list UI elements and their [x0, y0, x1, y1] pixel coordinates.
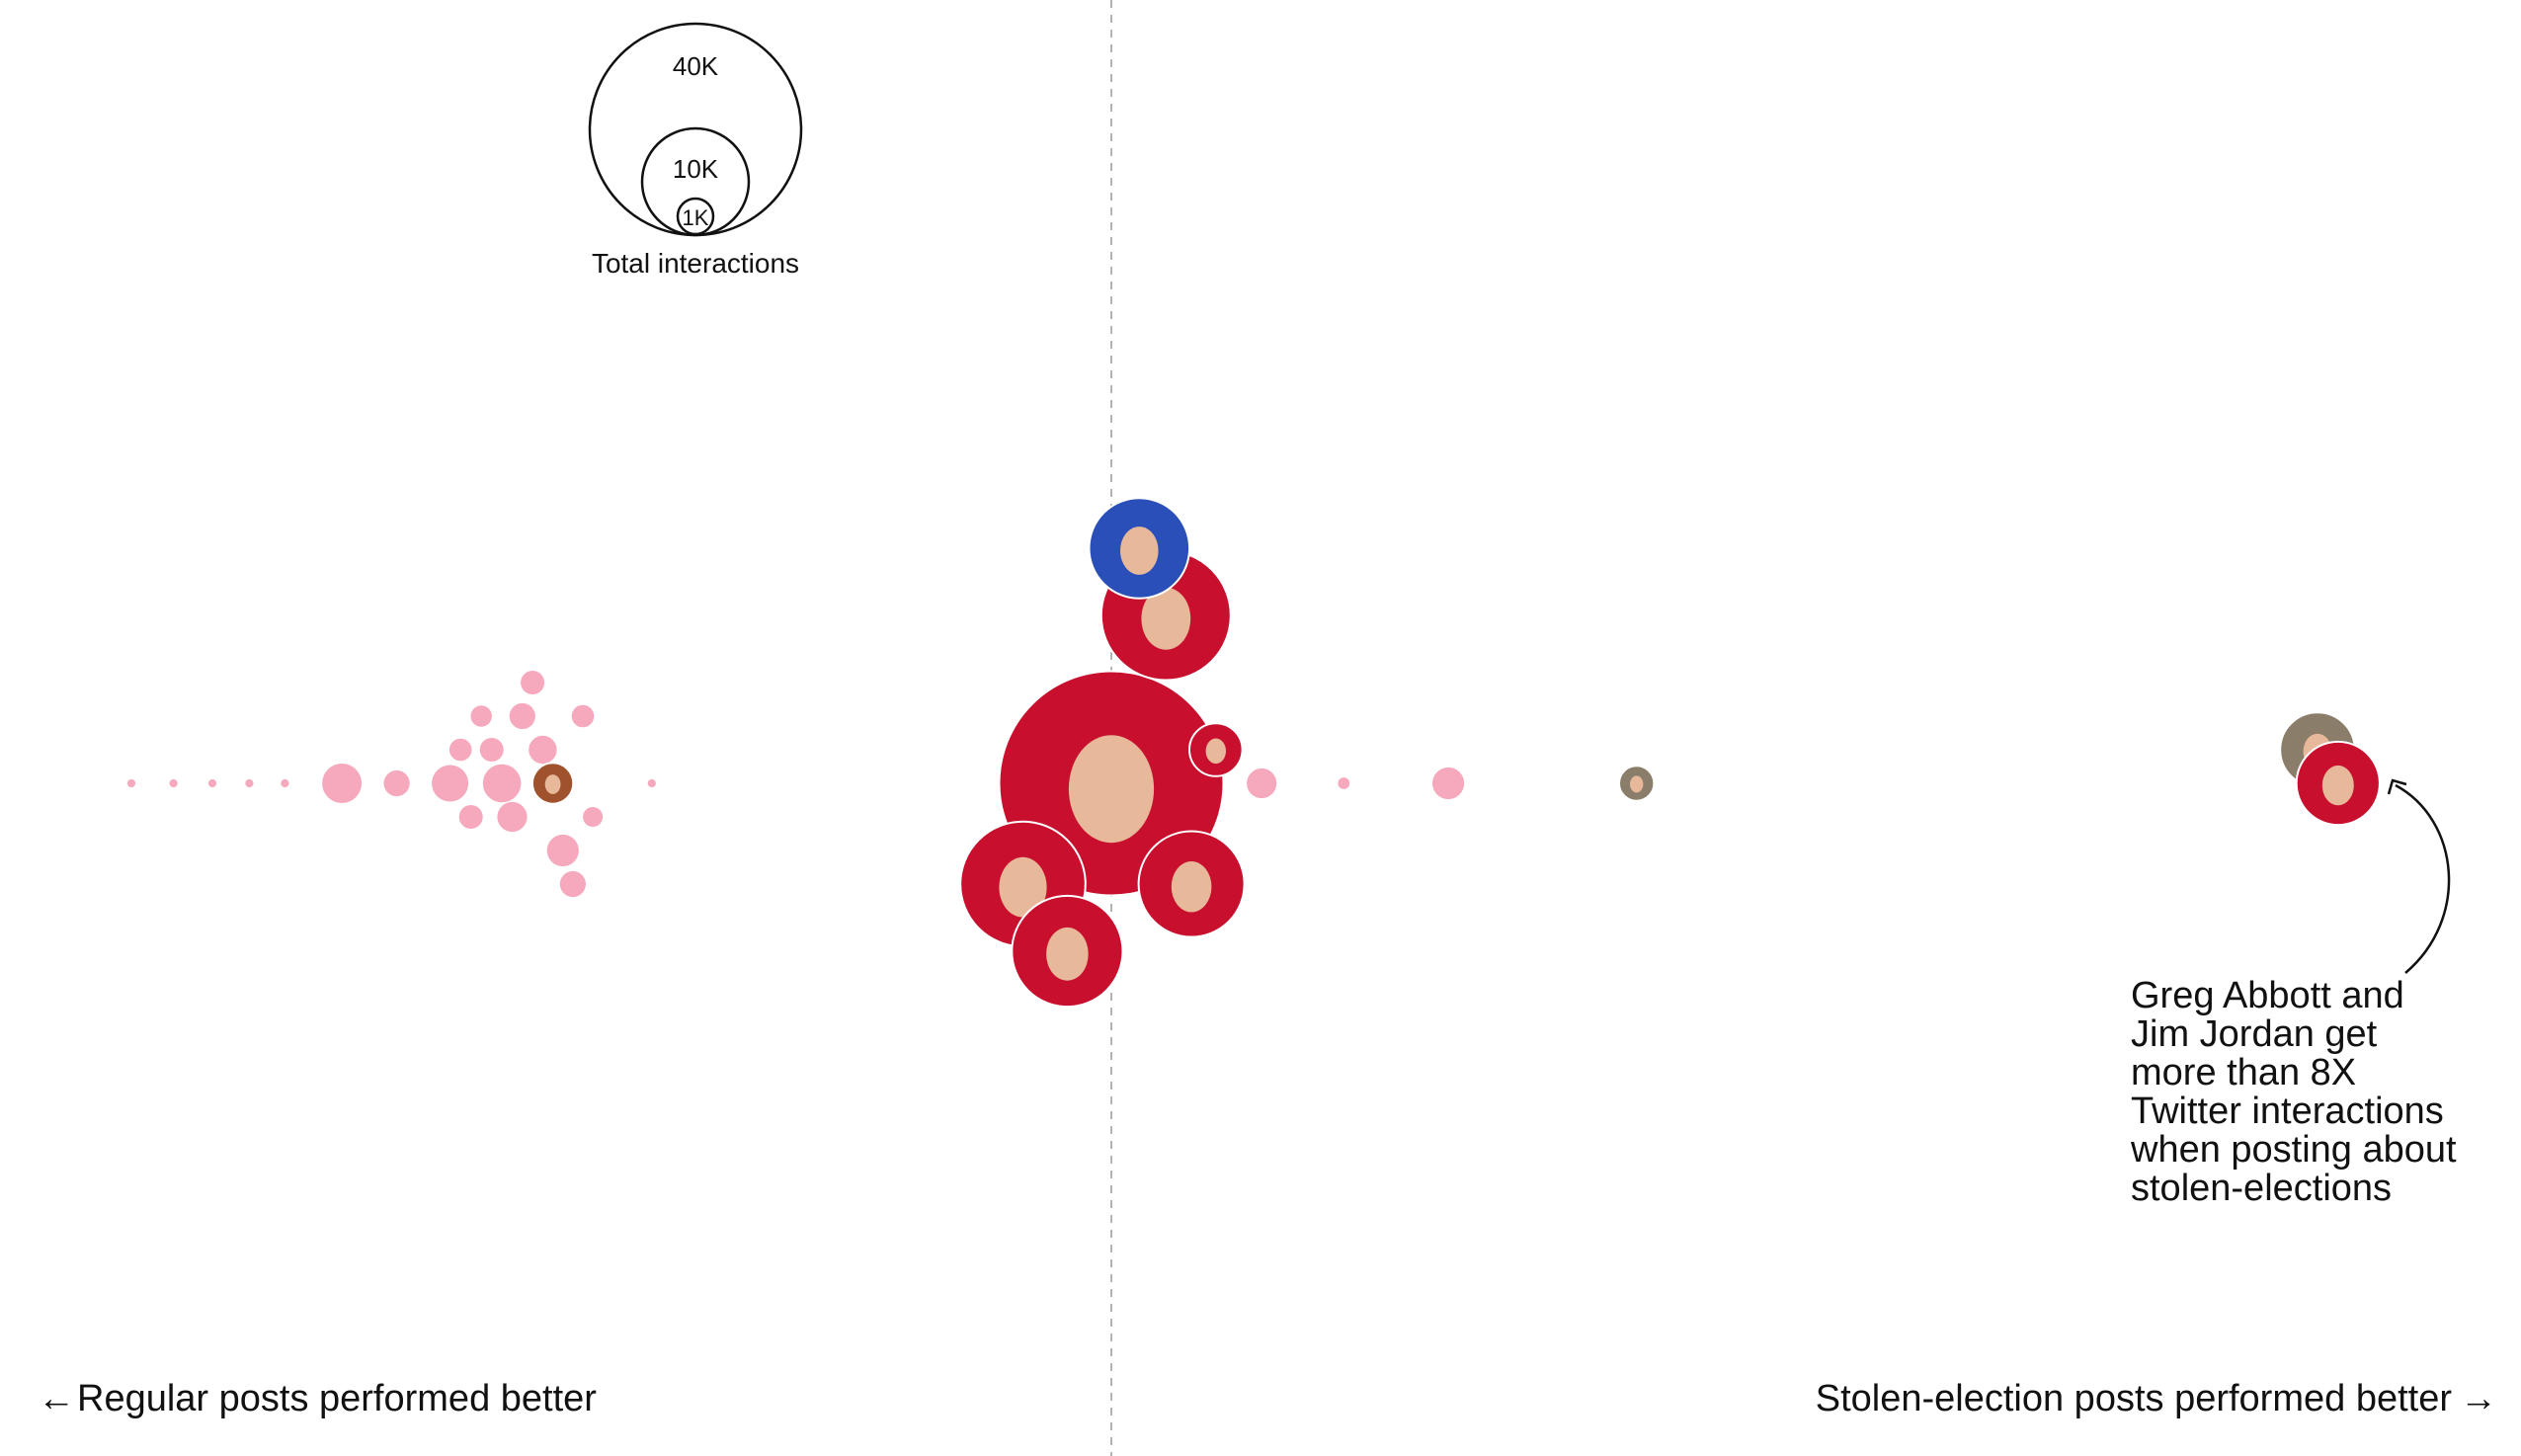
portrait-face	[1141, 587, 1191, 650]
data-bubble	[245, 778, 254, 788]
data-bubble	[482, 764, 522, 803]
data-bubble	[169, 778, 178, 788]
photo-bubble	[1188, 722, 1244, 777]
annotation: Greg Abbott and Jim Jordan get more than…	[2130, 778, 2457, 1209]
data-bubble	[322, 764, 363, 803]
data-bubble-circle	[647, 778, 656, 788]
annotation-line-3: more than 8X	[2131, 1052, 2356, 1093]
data-bubble-circle	[482, 764, 522, 803]
data-bubble-circle	[479, 738, 504, 762]
portrait-outline	[2295, 740, 2381, 827]
data-bubble-circle	[583, 807, 604, 827]
portrait-outline	[530, 762, 575, 805]
portrait-outline	[1618, 765, 1656, 802]
data-bubble-circle	[497, 801, 528, 833]
portrait-face	[1205, 738, 1227, 765]
legend-circle-1k	[676, 197, 715, 236]
data-bubble	[529, 735, 557, 765]
data-bubble	[571, 704, 595, 728]
data-bubble	[546, 834, 579, 867]
portrait-outline	[998, 670, 1225, 897]
data-bubble-circle	[322, 764, 363, 803]
annotation-arrowhead	[2387, 778, 2407, 795]
data-bubble	[458, 805, 483, 829]
data-bubble-circle	[1247, 768, 1277, 799]
data-bubble-circle	[432, 765, 469, 802]
annotation-line-5: when posting about	[2130, 1129, 2457, 1171]
photo-bubble	[2295, 740, 2381, 827]
legend-label-10k: 10K	[673, 154, 719, 184]
portrait-outline	[1088, 497, 1191, 600]
data-bubble-circle	[546, 834, 579, 867]
data-bubble	[432, 765, 469, 802]
data-bubble	[448, 738, 472, 762]
data-bubble-circle	[470, 705, 492, 727]
data-bubble-circle	[169, 778, 178, 788]
size-legend: 40K 10K 1K Total interactions	[588, 22, 803, 279]
data-bubble	[207, 778, 217, 788]
data-bubble	[479, 738, 504, 762]
data-bubble	[509, 702, 535, 730]
portrait-face	[1171, 861, 1212, 913]
data-bubble-circle	[1432, 767, 1465, 800]
left-direction-text: Regular posts performed better	[77, 1378, 597, 1419]
legend-label-1k: 1K	[683, 205, 709, 230]
data-bubble	[583, 807, 604, 827]
right-direction-label: Stolen-election posts performed better →	[1816, 1378, 2497, 1419]
data-bubble-circle	[559, 870, 587, 898]
portrait-face	[2321, 765, 2354, 806]
data-bubble-circle	[509, 702, 535, 730]
legend-title: Total interactions	[592, 248, 799, 279]
data-bubble-circle	[529, 735, 557, 765]
data-bubble	[497, 801, 528, 833]
data-bubble-circle	[383, 769, 410, 797]
photo-bubble	[1088, 497, 1191, 600]
right-direction-text: Stolen-election posts performed better	[1816, 1378, 2453, 1419]
data-bubble-circle	[458, 805, 483, 829]
photo-bubble	[1618, 765, 1656, 802]
photo-bubble	[530, 762, 575, 805]
portrait-face	[1120, 526, 1159, 575]
data-bubble	[383, 769, 410, 797]
annotation-line-2: Jim Jordan get	[2131, 1013, 2378, 1055]
portrait-face	[1046, 927, 1089, 981]
right-arrow-glyph: →	[2460, 1378, 2497, 1419]
data-bubble-circle	[126, 778, 136, 788]
legend-label-40k: 40K	[673, 51, 719, 81]
portrait-face	[1630, 775, 1644, 793]
data-bubble	[559, 870, 587, 898]
left-direction-label: ← Regular posts performed better	[38, 1378, 597, 1419]
data-bubble-circle	[571, 704, 595, 728]
photo-bubble	[1011, 894, 1124, 1009]
data-bubble	[470, 705, 492, 727]
photo-bubble	[1137, 830, 1246, 938]
portrait-outline	[1188, 722, 1244, 777]
data-bubble	[126, 778, 136, 788]
annotation-line-6: stolen-elections	[2131, 1168, 2392, 1209]
data-bubble	[1247, 768, 1277, 799]
data-bubble	[1338, 777, 1350, 789]
annotation-line-1: Greg Abbott and	[2131, 975, 2404, 1016]
data-bubble-circle	[281, 778, 289, 788]
data-bubble	[281, 778, 289, 788]
portrait-face	[1068, 735, 1155, 844]
data-bubble-circle	[245, 778, 254, 788]
data-bubble-circle	[1338, 777, 1350, 789]
data-bubble-circle	[521, 671, 545, 694]
data-bubble-circle	[207, 778, 217, 788]
annotation-line-4: Twitter interactions	[2131, 1091, 2444, 1132]
portrait-outline	[1137, 830, 1246, 938]
data-bubble-circle	[448, 738, 472, 762]
data-bubble	[647, 778, 656, 788]
data-bubble	[521, 671, 545, 694]
portrait-outline	[1011, 894, 1124, 1009]
data-points	[126, 497, 2381, 1009]
portrait-face	[999, 856, 1047, 918]
annotation-arrow	[2395, 783, 2451, 974]
left-arrow-glyph: ←	[38, 1378, 75, 1419]
portrait-face	[544, 774, 561, 794]
data-bubble	[1432, 767, 1465, 800]
